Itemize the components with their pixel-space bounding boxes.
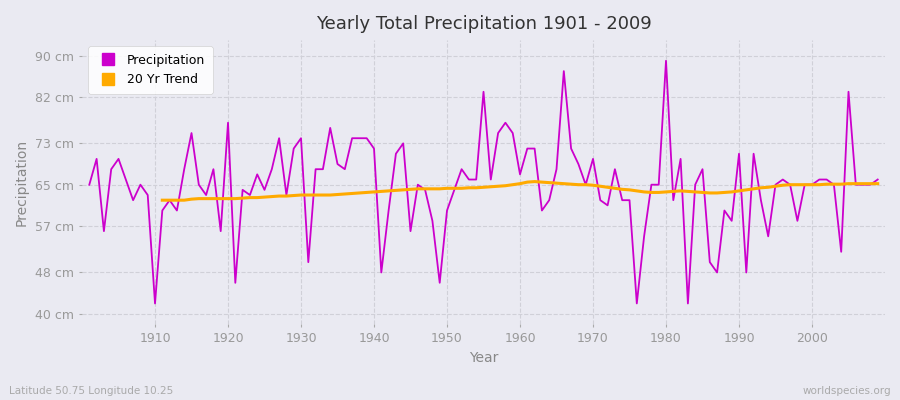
X-axis label: Year: Year (469, 351, 499, 365)
Y-axis label: Precipitation: Precipitation (15, 138, 29, 226)
Text: Latitude 50.75 Longitude 10.25: Latitude 50.75 Longitude 10.25 (9, 386, 173, 396)
Text: worldspecies.org: worldspecies.org (803, 386, 891, 396)
Title: Yearly Total Precipitation 1901 - 2009: Yearly Total Precipitation 1901 - 2009 (316, 15, 652, 33)
Legend: Precipitation, 20 Yr Trend: Precipitation, 20 Yr Trend (88, 46, 212, 94)
